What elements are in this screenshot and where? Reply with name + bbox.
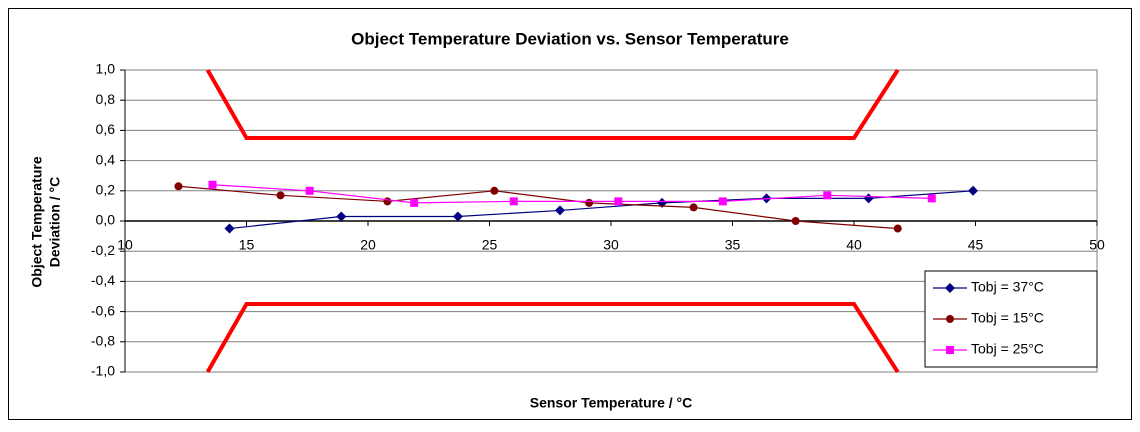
marker: [554, 205, 565, 216]
marker: [718, 197, 727, 206]
legend-label: Tobj = 37°C: [971, 279, 1044, 295]
marker: [224, 223, 235, 234]
marker: [410, 198, 419, 207]
chart-title: Object Temperature Deviation vs. Sensor …: [351, 29, 789, 48]
series-line: [178, 185, 898, 230]
y-axis-label: Object Temperature: [29, 156, 45, 287]
x-tick-label: 15: [239, 237, 255, 253]
marker: [945, 283, 955, 293]
y-tick-label: -1,0: [91, 363, 115, 379]
marker: [305, 186, 314, 195]
y-tick-label: -0,6: [91, 302, 115, 318]
marker: [863, 193, 874, 204]
x-tick-label: 50: [1089, 237, 1105, 253]
marker: [208, 180, 217, 189]
x-tick-label: 20: [360, 237, 376, 253]
x-tick-label: 45: [968, 237, 984, 253]
marker: [946, 346, 954, 354]
x-tick-label: 10: [117, 237, 133, 253]
y-tick-label: -0,2: [91, 242, 115, 258]
x-axis-label: Sensor Temperature / °C: [530, 395, 693, 411]
legend-label: Tobj = 15°C: [971, 310, 1044, 326]
marker: [927, 194, 936, 203]
marker: [893, 224, 902, 233]
y-tick-label: -0,8: [91, 333, 115, 349]
marker: [276, 191, 285, 200]
x-tick-label: 25: [482, 237, 498, 253]
x-tick-label: 40: [846, 237, 862, 253]
marker: [490, 186, 499, 195]
y-tick-label: 0,6: [96, 121, 116, 137]
series-line: [212, 184, 932, 204]
y-tick-label: 0,2: [96, 182, 116, 198]
y-tick-label: 0,4: [96, 151, 116, 167]
y-tick-label: 0,8: [96, 91, 116, 107]
marker: [614, 197, 623, 206]
y-tick-label: 1,0: [96, 61, 116, 77]
y-tick-label: 0,0: [96, 212, 116, 228]
marker: [174, 182, 183, 191]
series-line: [205, 68, 900, 140]
x-tick-label: 30: [603, 237, 619, 253]
marker: [689, 203, 698, 212]
x-tick-label: 35: [725, 237, 741, 253]
marker: [509, 197, 518, 206]
legend-label: Tobj = 25°C: [971, 341, 1044, 357]
y-tick-label: -0,4: [91, 272, 115, 288]
marker: [585, 198, 594, 207]
marker: [968, 185, 979, 196]
y-axis-label: Deviation / °C: [47, 177, 63, 267]
series-line: [205, 302, 900, 374]
series-line: [229, 190, 974, 230]
marker: [452, 211, 463, 222]
marker: [791, 217, 800, 225]
marker: [336, 211, 347, 222]
marker: [823, 191, 832, 200]
marker: [946, 315, 954, 323]
marker: [383, 197, 392, 206]
